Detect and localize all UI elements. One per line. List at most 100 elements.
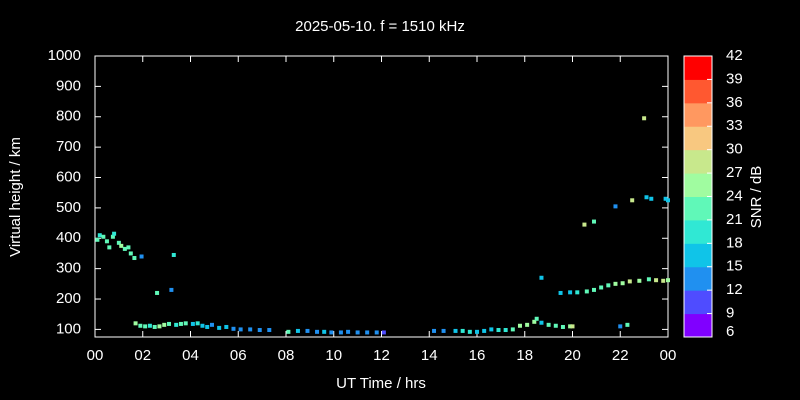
- data-point: [174, 322, 179, 327]
- x-tick-label: 02: [134, 347, 151, 364]
- colorbar-tick-label: 30: [726, 141, 743, 158]
- data-point: [560, 324, 565, 329]
- data-point: [110, 234, 115, 239]
- data-point: [116, 240, 121, 245]
- data-point: [570, 324, 575, 329]
- colorbar-tick-label: 9: [726, 305, 734, 322]
- data-point: [97, 233, 102, 238]
- data-point: [171, 252, 176, 257]
- data-point: [231, 326, 236, 331]
- y-tick-label: 600: [56, 168, 81, 185]
- data-point: [618, 324, 623, 329]
- data-point: [381, 330, 386, 335]
- x-tick-label: 00: [87, 347, 104, 364]
- data-point: [119, 243, 124, 248]
- data-point: [539, 320, 544, 325]
- data-point: [539, 275, 544, 280]
- data-point: [104, 239, 109, 244]
- data-point: [200, 323, 205, 328]
- data-point: [661, 278, 666, 283]
- x-tick-label: 10: [325, 347, 342, 364]
- data-point: [346, 329, 351, 334]
- data-point: [582, 222, 587, 227]
- data-point: [525, 322, 530, 327]
- colorbar-tick-label: 18: [726, 234, 743, 251]
- y-tick-label: 1000: [48, 47, 81, 64]
- colorbar-tick-label: 15: [726, 258, 743, 275]
- data-point: [195, 321, 200, 326]
- y-tick-label: 400: [56, 229, 81, 246]
- colorbar-tick-label: 33: [726, 117, 743, 134]
- x-axis-label: UT Time / hrs: [336, 375, 426, 392]
- colorbar-band: [684, 290, 712, 315]
- y-tick-label: 200: [56, 290, 81, 307]
- data-point: [599, 285, 604, 290]
- data-point: [546, 322, 551, 327]
- x-tick-label: 20: [564, 347, 581, 364]
- data-point: [162, 322, 167, 327]
- colorbar-band: [684, 243, 712, 268]
- y-tick-label: 800: [56, 108, 81, 125]
- data-point: [95, 237, 100, 242]
- data-point: [441, 328, 446, 333]
- data-point: [475, 329, 479, 334]
- x-tick-label: 14: [421, 347, 438, 364]
- data-point: [467, 329, 472, 334]
- colorbar-tick-label: 39: [726, 70, 743, 87]
- data-point: [453, 328, 458, 333]
- data-point: [663, 196, 668, 201]
- colorbar-tick-label: 12: [726, 281, 743, 298]
- chart-title: 2025-05-10. f = 1510 kHz: [295, 18, 465, 35]
- data-point: [224, 324, 229, 329]
- data-point: [126, 245, 131, 250]
- data-point: [591, 219, 596, 224]
- data-point: [620, 281, 625, 286]
- data-point: [305, 328, 310, 333]
- data-point: [503, 328, 508, 333]
- data-point: [630, 198, 635, 203]
- colorbar-tick-label: 42: [726, 47, 743, 64]
- data-point: [510, 327, 515, 332]
- colorbar-band: [684, 266, 712, 291]
- x-tick-label: 04: [182, 347, 199, 364]
- colorbar-tick-label: 24: [726, 187, 743, 204]
- x-tick-label: 18: [516, 347, 533, 364]
- x-tick-label: 00: [660, 347, 677, 364]
- data-point: [355, 330, 360, 335]
- data-point: [642, 116, 647, 121]
- y-tick-label: 500: [56, 199, 81, 216]
- data-point: [568, 324, 573, 329]
- x-tick-label: 06: [230, 347, 247, 364]
- data-point: [147, 323, 152, 328]
- data-point: [432, 328, 437, 333]
- data-point: [489, 327, 494, 332]
- colorbar-tick-label: 27: [726, 164, 743, 181]
- data-point: [584, 289, 589, 294]
- data-point: [666, 198, 670, 203]
- data-point: [532, 319, 537, 324]
- data-point: [209, 322, 214, 327]
- data-point: [374, 330, 379, 335]
- colorbar-tick-label: 36: [726, 94, 743, 111]
- data-point: [101, 234, 106, 239]
- data-point: [107, 245, 112, 250]
- data-point: [295, 328, 300, 333]
- y-tick-label: 700: [56, 138, 81, 155]
- data-point: [217, 325, 222, 330]
- x-tick-label: 12: [373, 347, 390, 364]
- data-point: [128, 251, 133, 256]
- colorbar-tick-label: 6: [726, 323, 734, 340]
- data-point: [646, 277, 651, 282]
- y-axis-label: Virtual height / km: [7, 137, 24, 257]
- data-point: [553, 323, 558, 328]
- data-point: [613, 204, 618, 209]
- data-point: [155, 290, 160, 295]
- x-tick-label: 16: [469, 347, 486, 364]
- data-point: [625, 322, 630, 327]
- data-point: [591, 287, 596, 292]
- data-point: [112, 231, 117, 236]
- data-point: [143, 324, 148, 329]
- y-tick-label: 300: [56, 260, 81, 277]
